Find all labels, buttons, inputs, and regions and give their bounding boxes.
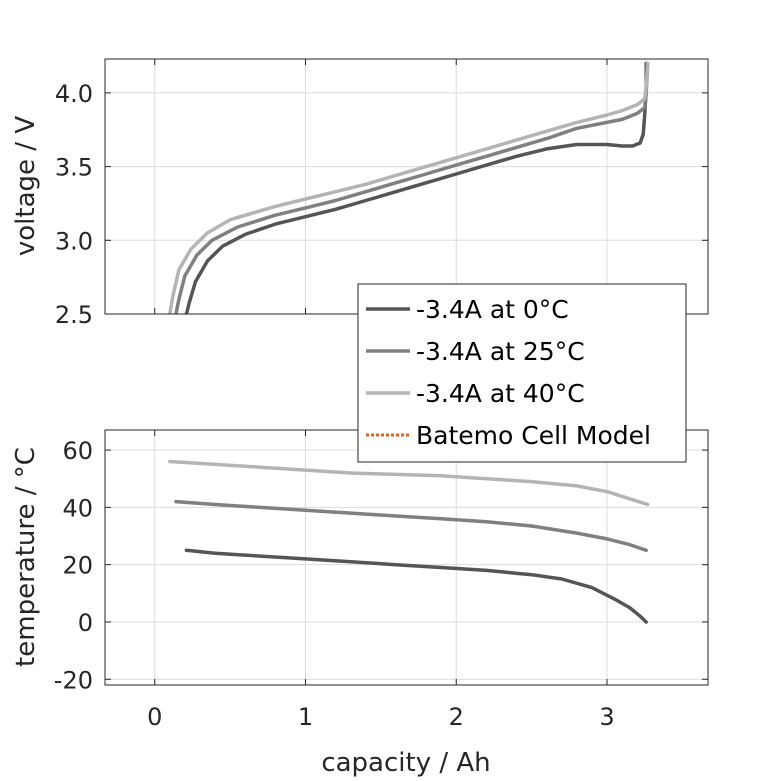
temperature-xtick-label: 0	[147, 703, 162, 731]
temperature-xtick-label: 3	[599, 703, 614, 731]
temperature-axis-label: temperature / °C	[11, 447, 41, 667]
temperature-xtick-label: 2	[449, 703, 464, 731]
temperature-series	[168, 459, 650, 624]
temperature-ytick-label: 0	[78, 609, 93, 637]
voltage-plot-area	[105, 59, 708, 314]
voltage-series-3-4a-at-25-c	[174, 61, 650, 314]
legend-box	[357, 283, 687, 463]
legend: -3.4A at 0°C -3.4A at 25°C -3.4A at 40°C Ba…	[357, 283, 687, 463]
voltage-ytick-label: 3.0	[55, 227, 93, 255]
voltage-series-3-4a-at-0-c	[184, 61, 648, 314]
voltage-series	[168, 61, 650, 314]
legend-label: Batemo Cell Model	[416, 421, 651, 450]
voltage-axis-label: voltage / V	[11, 116, 41, 256]
voltage-ytick-label: 2.5	[55, 301, 93, 329]
temperature-ytick-label: 20	[62, 552, 93, 580]
temperature-ytick-label: 60	[62, 437, 93, 465]
voltage-series-3-4a-at-40-c	[168, 61, 650, 314]
voltage-ytick-label: 4.0	[55, 80, 93, 108]
legend-entries: -3.4A at 0°C -3.4A at 25°C -3.4A at 40°C Ba…	[366, 295, 651, 450]
legend-entry-3-4a-at-40-c: -3.4A at 40°C	[366, 379, 585, 408]
legend-label: -3.4A at 25°C	[416, 337, 585, 366]
legend-entry-3-4a-at-25-c: -3.4A at 25°C	[366, 337, 585, 366]
legend-entry-batemo-cell-model: Batemo Cell Model	[366, 421, 651, 450]
temperature-series-3-4a-at-40-c	[168, 459, 650, 507]
legend-label: -3.4A at 40°C	[416, 379, 585, 408]
voltage-axes: 2.5 3.0 3.5 4.0 voltage / V	[11, 58, 709, 329]
temperature-axes: 0 1 2 3 -20 0 20 40 60 temperature / °C capacity…	[11, 429, 709, 778]
temperature-series-3-4a-at-25-c	[174, 499, 648, 553]
temperature-plot-area	[105, 430, 708, 685]
temperature-ytick-label: -20	[54, 666, 93, 694]
legend-label: -3.4A at 0°C	[416, 295, 569, 324]
temperature-xtick-label: 1	[298, 703, 313, 731]
temperature-ticks: 0 1 2 3 -20 0 20 40 60	[54, 430, 708, 731]
capacity-axis-label: capacity / Ah	[321, 748, 490, 778]
temperature-series-3-4a-at-0-c	[184, 548, 648, 624]
temperature-ytick-label: 40	[62, 494, 93, 522]
voltage-ytick-label: 3.5	[55, 154, 93, 182]
legend-entry-3-4a-at-0-c: -3.4A at 0°C	[366, 295, 569, 324]
